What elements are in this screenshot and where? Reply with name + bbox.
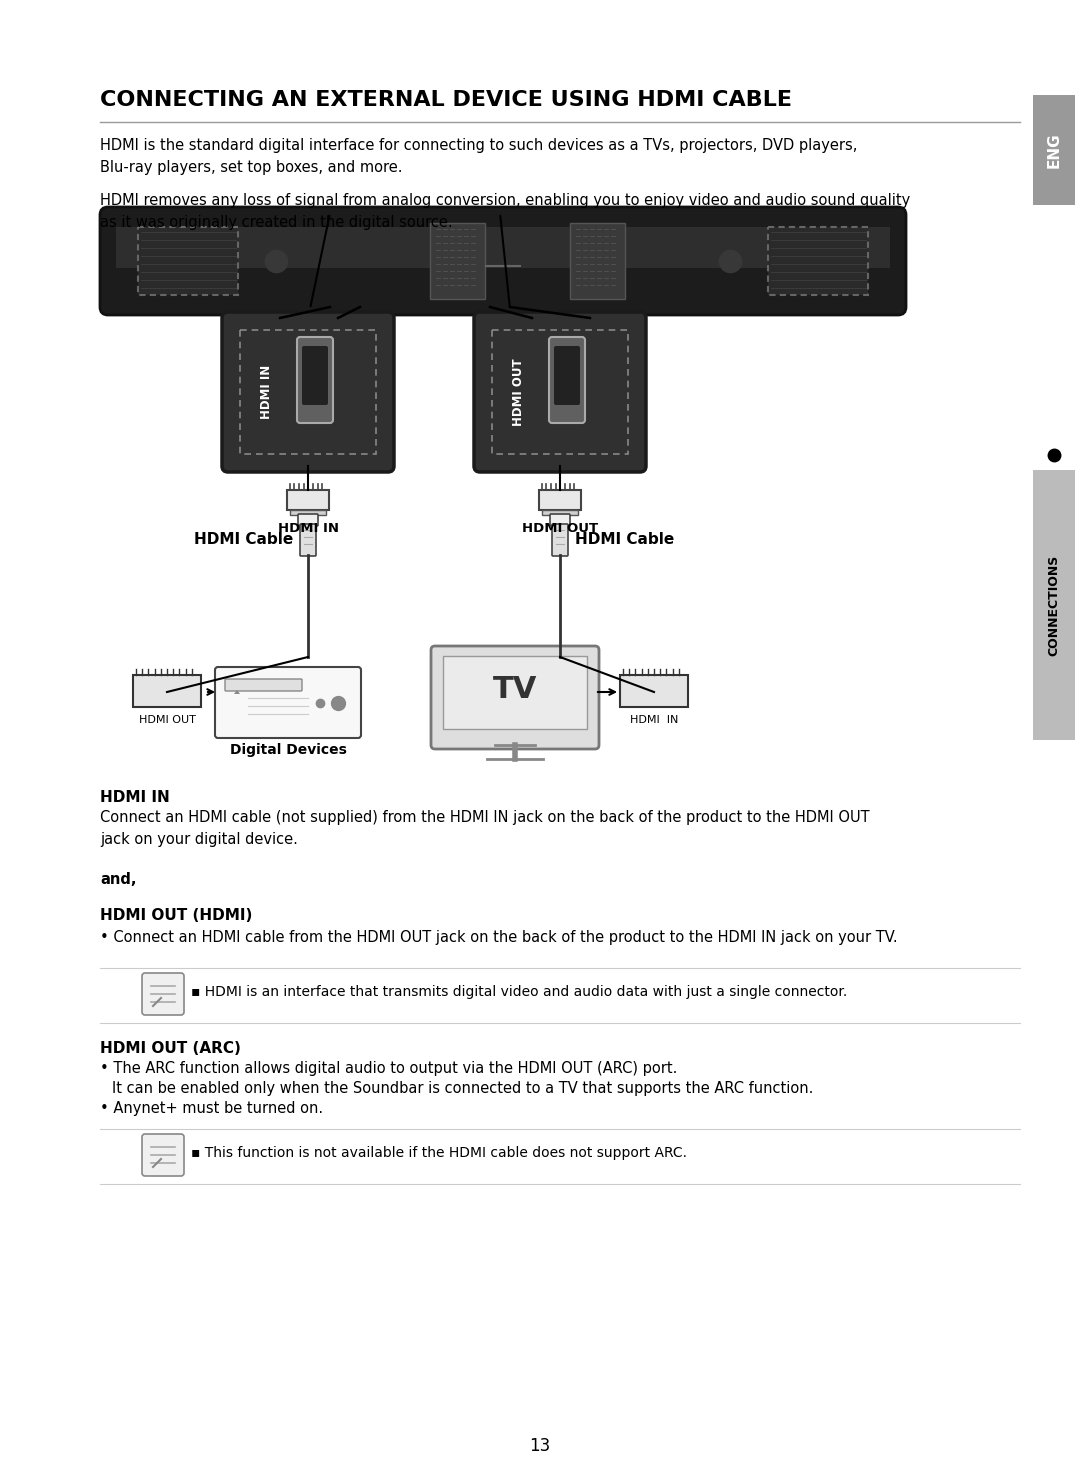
Text: HDMI IN: HDMI IN — [278, 522, 338, 535]
FancyBboxPatch shape — [215, 667, 361, 739]
FancyBboxPatch shape — [542, 510, 578, 515]
Polygon shape — [234, 690, 240, 694]
FancyBboxPatch shape — [291, 510, 326, 515]
FancyBboxPatch shape — [222, 311, 394, 472]
FancyBboxPatch shape — [300, 523, 316, 556]
FancyBboxPatch shape — [100, 208, 906, 314]
FancyBboxPatch shape — [549, 337, 585, 423]
FancyBboxPatch shape — [225, 679, 302, 691]
Text: It can be enabled only when the Soundbar is connected to a TV that supports the : It can be enabled only when the Soundbar… — [112, 1081, 813, 1096]
FancyBboxPatch shape — [768, 227, 868, 295]
FancyBboxPatch shape — [539, 489, 581, 510]
Text: HDMI removes any loss of signal from analog conversion, enabling you to enjoy vi: HDMI removes any loss of signal from ana… — [100, 193, 910, 230]
Text: HDMI Cable: HDMI Cable — [575, 532, 674, 547]
FancyBboxPatch shape — [474, 311, 646, 472]
FancyBboxPatch shape — [141, 973, 184, 1014]
FancyBboxPatch shape — [443, 655, 588, 730]
Text: ▪ HDMI is an interface that transmits digital video and audio data with just a s: ▪ HDMI is an interface that transmits di… — [191, 985, 847, 1000]
Text: Connect an HDMI cable (not supplied) from the HDMI IN jack on the back of the pr: Connect an HDMI cable (not supplied) fro… — [100, 810, 869, 847]
FancyBboxPatch shape — [133, 675, 201, 707]
Text: HDMI OUT: HDMI OUT — [522, 522, 598, 535]
FancyBboxPatch shape — [297, 337, 333, 423]
FancyBboxPatch shape — [287, 489, 329, 510]
Bar — [1032, 95, 1075, 205]
Text: • The ARC function allows digital audio to output via the HDMI OUT (ARC) port.: • The ARC function allows digital audio … — [100, 1060, 677, 1077]
Text: HDMI is the standard digital interface for connecting to such devices as a TVs, : HDMI is the standard digital interface f… — [100, 138, 858, 175]
Text: HDMI  IN: HDMI IN — [630, 715, 678, 725]
FancyBboxPatch shape — [298, 515, 318, 526]
Text: HDMI OUT: HDMI OUT — [138, 715, 195, 725]
FancyBboxPatch shape — [552, 523, 568, 556]
Text: HDMI OUT: HDMI OUT — [512, 359, 525, 426]
Text: CONNECTIONS: CONNECTIONS — [1048, 555, 1061, 655]
FancyBboxPatch shape — [302, 346, 328, 405]
FancyBboxPatch shape — [550, 515, 570, 526]
Text: HDMI IN: HDMI IN — [100, 790, 170, 805]
Text: 13: 13 — [529, 1437, 551, 1455]
Text: ENG: ENG — [1047, 132, 1062, 168]
FancyBboxPatch shape — [430, 222, 485, 300]
FancyBboxPatch shape — [570, 222, 625, 300]
Text: CONNECTING AN EXTERNAL DEVICE USING HDMI CABLE: CONNECTING AN EXTERNAL DEVICE USING HDMI… — [100, 90, 792, 110]
Text: HDMI IN: HDMI IN — [259, 365, 272, 420]
Text: HDMI Cable: HDMI Cable — [193, 532, 293, 547]
FancyBboxPatch shape — [141, 1134, 184, 1176]
Text: HDMI OUT (HDMI): HDMI OUT (HDMI) — [100, 908, 253, 922]
Bar — [1032, 470, 1075, 740]
FancyBboxPatch shape — [431, 647, 599, 749]
Text: and,: and, — [100, 872, 136, 887]
Text: • Anynet+ must be turned on.: • Anynet+ must be turned on. — [100, 1100, 323, 1117]
Text: TV: TV — [492, 675, 537, 704]
FancyBboxPatch shape — [116, 227, 890, 268]
Text: ▪ This function is not available if the HDMI cable does not support ARC.: ▪ This function is not available if the … — [191, 1146, 687, 1160]
FancyBboxPatch shape — [138, 227, 238, 295]
FancyBboxPatch shape — [620, 675, 688, 707]
Text: HDMI OUT (ARC): HDMI OUT (ARC) — [100, 1041, 241, 1056]
Text: • Connect an HDMI cable from the HDMI OUT jack on the back of the product to the: • Connect an HDMI cable from the HDMI OU… — [100, 930, 897, 945]
Text: Digital Devices: Digital Devices — [230, 743, 347, 756]
FancyBboxPatch shape — [554, 346, 580, 405]
